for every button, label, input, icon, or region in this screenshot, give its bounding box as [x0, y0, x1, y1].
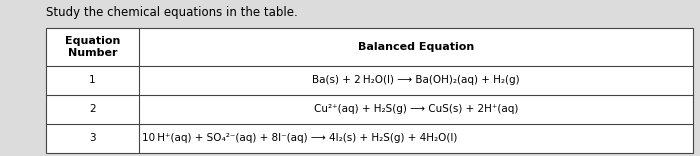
Text: 1: 1 [89, 75, 96, 85]
Text: Study the chemical equations in the table.: Study the chemical equations in the tabl… [46, 6, 298, 19]
Text: Balanced Equation: Balanced Equation [358, 42, 475, 52]
Text: Equation
Number: Equation Number [65, 36, 120, 58]
Text: Cu²⁺(aq) + H₂S(g) ⟶ CuS(s) + 2H⁺(aq): Cu²⁺(aq) + H₂S(g) ⟶ CuS(s) + 2H⁺(aq) [314, 104, 519, 114]
Text: 2: 2 [89, 104, 96, 114]
Text: Ba(s) + 2 H₂O(l) ⟶ Ba(OH)₂(aq) + H₂(g): Ba(s) + 2 H₂O(l) ⟶ Ba(OH)₂(aq) + H₂(g) [312, 75, 520, 85]
Text: 3: 3 [89, 133, 96, 143]
Text: 10 H⁺(aq) + SO₄²⁻(aq) + 8I⁻(aq) ⟶ 4I₂(s) + H₂S(g) + 4H₂O(l): 10 H⁺(aq) + SO₄²⁻(aq) + 8I⁻(aq) ⟶ 4I₂(s)… [142, 133, 458, 143]
Bar [46, 28, 693, 153]
